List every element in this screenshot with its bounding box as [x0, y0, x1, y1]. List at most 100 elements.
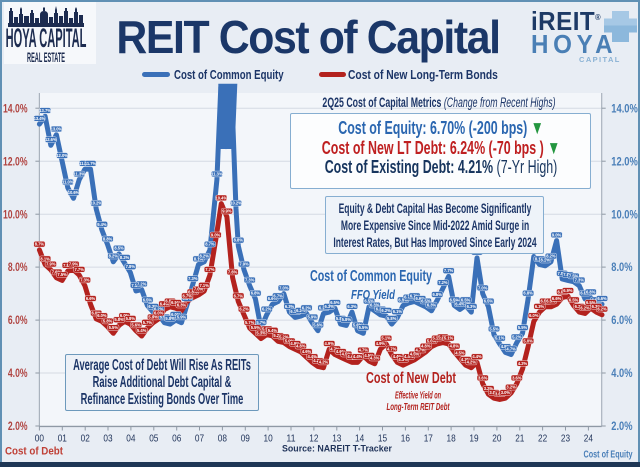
svg-text:6.0%: 6.0% [529, 313, 539, 318]
svg-text:2.0%: 2.0% [8, 421, 28, 433]
svg-text:13: 13 [332, 433, 341, 445]
svg-text:8.2%: 8.2% [109, 254, 119, 259]
svg-text:6.2%: 6.2% [580, 305, 590, 310]
svg-text:6.6%: 6.6% [416, 296, 426, 301]
svg-text:5.5%: 5.5% [489, 326, 499, 331]
svg-text:6.2%: 6.2% [262, 307, 272, 312]
svg-text:3.6%: 3.6% [478, 375, 488, 380]
svg-text:5.7%: 5.7% [256, 320, 266, 325]
svg-text:8.7%: 8.7% [205, 242, 215, 247]
svg-text:11.0%: 11.0% [62, 180, 74, 185]
svg-text:5.8%: 5.8% [103, 319, 113, 324]
svg-text:5.5%: 5.5% [251, 325, 261, 330]
svg-text:10.2%: 10.2% [90, 201, 102, 206]
svg-text:FFO Yield: FFO Yield [351, 287, 396, 302]
svg-text:Effective Yield on: Effective Yield on [395, 391, 441, 402]
svg-text:13.4%: 13.4% [34, 116, 46, 121]
svg-text:21: 21 [515, 433, 524, 445]
svg-text:6.3%: 6.3% [535, 304, 545, 309]
svg-text:4.4%: 4.4% [472, 354, 482, 359]
svg-text:5.9%: 5.9% [177, 315, 187, 320]
svg-text:01: 01 [58, 433, 67, 445]
svg-text:5.3%: 5.3% [256, 330, 266, 335]
svg-text:6.3%: 6.3% [148, 304, 158, 309]
svg-text:Cost of Common Equity: Cost of Common Equity [310, 268, 432, 285]
svg-text:9.4%: 9.4% [97, 222, 107, 227]
svg-text:5.1%: 5.1% [381, 336, 391, 341]
svg-text:6.8%: 6.8% [188, 289, 198, 294]
svg-text:6.0%: 6.0% [154, 311, 164, 316]
svg-text:5.5%: 5.5% [109, 325, 119, 330]
svg-text:8.8%: 8.8% [103, 236, 113, 241]
svg-text:6.5%: 6.5% [450, 297, 460, 302]
svg-text:11.3%: 11.3% [74, 172, 86, 177]
svg-text:23: 23 [561, 433, 570, 445]
svg-text:4.6%: 4.6% [336, 349, 346, 354]
svg-text:03: 03 [103, 433, 112, 445]
svg-text:4.2%: 4.2% [319, 360, 329, 365]
svg-text:6.7%: 6.7% [410, 293, 420, 298]
svg-text:6.3%: 6.3% [427, 303, 437, 308]
svg-text:4.7%: 4.7% [387, 346, 397, 351]
svg-text:7.3%: 7.3% [575, 278, 585, 283]
svg-text:12.0%: 12.0% [3, 156, 28, 168]
svg-text:8.1%: 8.1% [40, 256, 50, 261]
svg-text:05: 05 [149, 433, 158, 445]
svg-text:7.1%: 7.1% [200, 283, 210, 288]
svg-text:8.2%: 8.2% [546, 254, 556, 259]
svg-text:4.4%: 4.4% [308, 354, 318, 359]
svg-text:5.7%: 5.7% [143, 320, 153, 325]
svg-text:4.9%: 4.9% [376, 341, 386, 346]
svg-text:Cost of Debt: Cost of Debt [5, 446, 63, 458]
svg-text:11: 11 [286, 433, 295, 445]
svg-text:16: 16 [401, 433, 410, 445]
svg-text:6.5%: 6.5% [364, 299, 374, 304]
svg-text:6.0%: 6.0% [120, 313, 130, 318]
svg-text:5.0%: 5.0% [523, 338, 533, 343]
svg-text:4.5%: 4.5% [455, 350, 465, 355]
svg-text:20: 20 [492, 433, 501, 445]
svg-text:5.8%: 5.8% [387, 316, 397, 321]
svg-text:4.8%: 4.8% [450, 344, 460, 349]
svg-text:5.4%: 5.4% [137, 328, 147, 333]
svg-text:11.3%: 11.3% [211, 172, 223, 177]
svg-text:4.3%: 4.3% [370, 356, 380, 361]
svg-text:9.0%: 9.0% [211, 232, 221, 237]
svg-text:6.2%: 6.2% [381, 308, 391, 313]
svg-text:3.0%: 3.0% [501, 390, 511, 395]
svg-text:07: 07 [195, 433, 204, 445]
svg-text:4.4%: 4.4% [404, 354, 414, 359]
svg-text:2.0%: 2.0% [611, 421, 632, 433]
svg-text:6.5%: 6.5% [569, 297, 579, 302]
svg-text:6.7%: 6.7% [183, 293, 193, 298]
svg-text:6.6%: 6.6% [552, 296, 562, 301]
svg-text:6.3%: 6.3% [325, 304, 335, 309]
svg-text:7.5%: 7.5% [569, 274, 579, 279]
svg-text:8.8%: 8.8% [234, 238, 244, 243]
svg-text:5.6%: 5.6% [313, 323, 323, 328]
svg-text:7.5%: 7.5% [57, 272, 67, 277]
svg-text:6.5%: 6.5% [546, 299, 556, 304]
svg-text:10.0%: 10.0% [611, 209, 638, 221]
svg-text:Cost of Equity: Cost of Equity [584, 449, 633, 461]
svg-text:5.4%: 5.4% [268, 328, 278, 333]
svg-text:11.7%: 11.7% [85, 161, 97, 166]
svg-text:6.5%: 6.5% [586, 300, 596, 305]
svg-text:7.3%: 7.3% [245, 278, 255, 283]
svg-text:6.9%: 6.9% [563, 288, 573, 293]
svg-text:7.7%: 7.7% [205, 267, 215, 272]
svg-text:6.5%: 6.5% [484, 299, 494, 304]
svg-text:12.0%: 12.0% [611, 156, 638, 168]
svg-text:6.2%: 6.2% [239, 307, 249, 312]
svg-text:Source: NAREIT T-Tracker: Source: NAREIT T-Tracker [282, 444, 392, 454]
svg-text:5.7%: 5.7% [245, 320, 255, 325]
svg-text:08: 08 [218, 433, 227, 445]
svg-text:4.5%: 4.5% [364, 353, 374, 358]
svg-text:6.0%: 6.0% [92, 311, 102, 316]
svg-text:22: 22 [538, 433, 547, 445]
svg-text:7.2%: 7.2% [438, 280, 448, 285]
svg-text:5.0%: 5.0% [285, 338, 295, 343]
svg-text:4.8%: 4.8% [421, 344, 431, 349]
svg-text:3.6%: 3.6% [512, 375, 522, 380]
svg-text:5.8%: 5.8% [126, 316, 136, 321]
